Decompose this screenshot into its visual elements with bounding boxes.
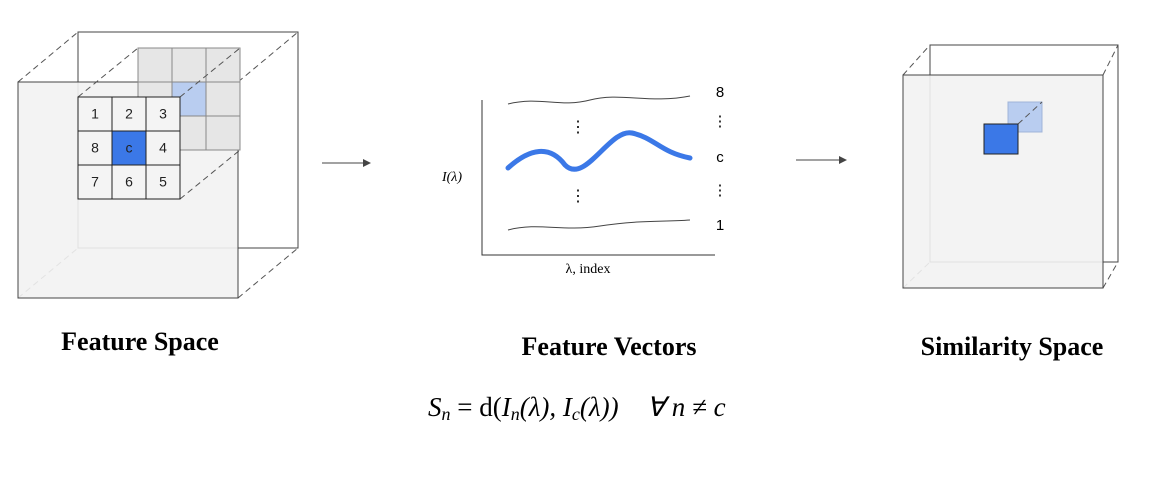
formula-part: n xyxy=(511,404,520,424)
cell-label: 2 xyxy=(125,106,133,122)
title: Similarity Space xyxy=(921,332,1104,361)
front-grid xyxy=(77,96,181,200)
similarity-cube xyxy=(902,44,1119,289)
formula-part: n xyxy=(442,404,451,424)
curve-label: c xyxy=(716,149,724,166)
vector-plot: ⋮ ⋮ I(λ) λ, index 8 ⋮ c ⋮ 1 xyxy=(441,84,728,277)
curve-label: ⋮ xyxy=(713,113,728,130)
cell-label: 8 xyxy=(91,140,99,156)
formula-part: I xyxy=(562,392,574,422)
axes xyxy=(481,100,715,256)
feature-cube: 1 2 3 8 c 4 7 6 5 xyxy=(17,31,299,299)
title: Feature Space xyxy=(61,327,219,356)
cell-label: 6 xyxy=(125,174,133,190)
y-label: I(λ) xyxy=(441,170,462,185)
curve xyxy=(507,219,691,231)
formula-part: (λ), xyxy=(520,392,563,422)
curve-label: 1 xyxy=(716,217,724,234)
formula-part: S xyxy=(428,392,442,422)
cell-label: 5 xyxy=(159,174,167,190)
cell-label: 4 xyxy=(159,140,167,156)
center-curve xyxy=(505,130,693,172)
cell-label: 7 xyxy=(91,174,99,190)
x-label: λ, index xyxy=(566,262,611,277)
cell-label: 3 xyxy=(159,106,167,122)
formula-part: c xyxy=(572,404,580,424)
dots: ⋮ xyxy=(570,188,586,205)
cell-label: c xyxy=(126,140,133,156)
formula: Sn = d(In(λ), Ic(λ)) ∀ n ≠ c xyxy=(428,392,726,424)
dots: ⋮ xyxy=(570,119,586,136)
curve xyxy=(507,95,691,105)
formula-part: (λ)) xyxy=(580,392,619,422)
formula-part: I xyxy=(501,392,513,422)
cell-label: 1 xyxy=(91,106,99,122)
title: Feature Vectors xyxy=(522,332,697,361)
formula-part: ∀ n ≠ c xyxy=(647,392,726,422)
curve-label: ⋮ xyxy=(713,182,728,199)
curve-label: 8 xyxy=(716,84,724,101)
formula-part: = d( xyxy=(451,392,502,422)
